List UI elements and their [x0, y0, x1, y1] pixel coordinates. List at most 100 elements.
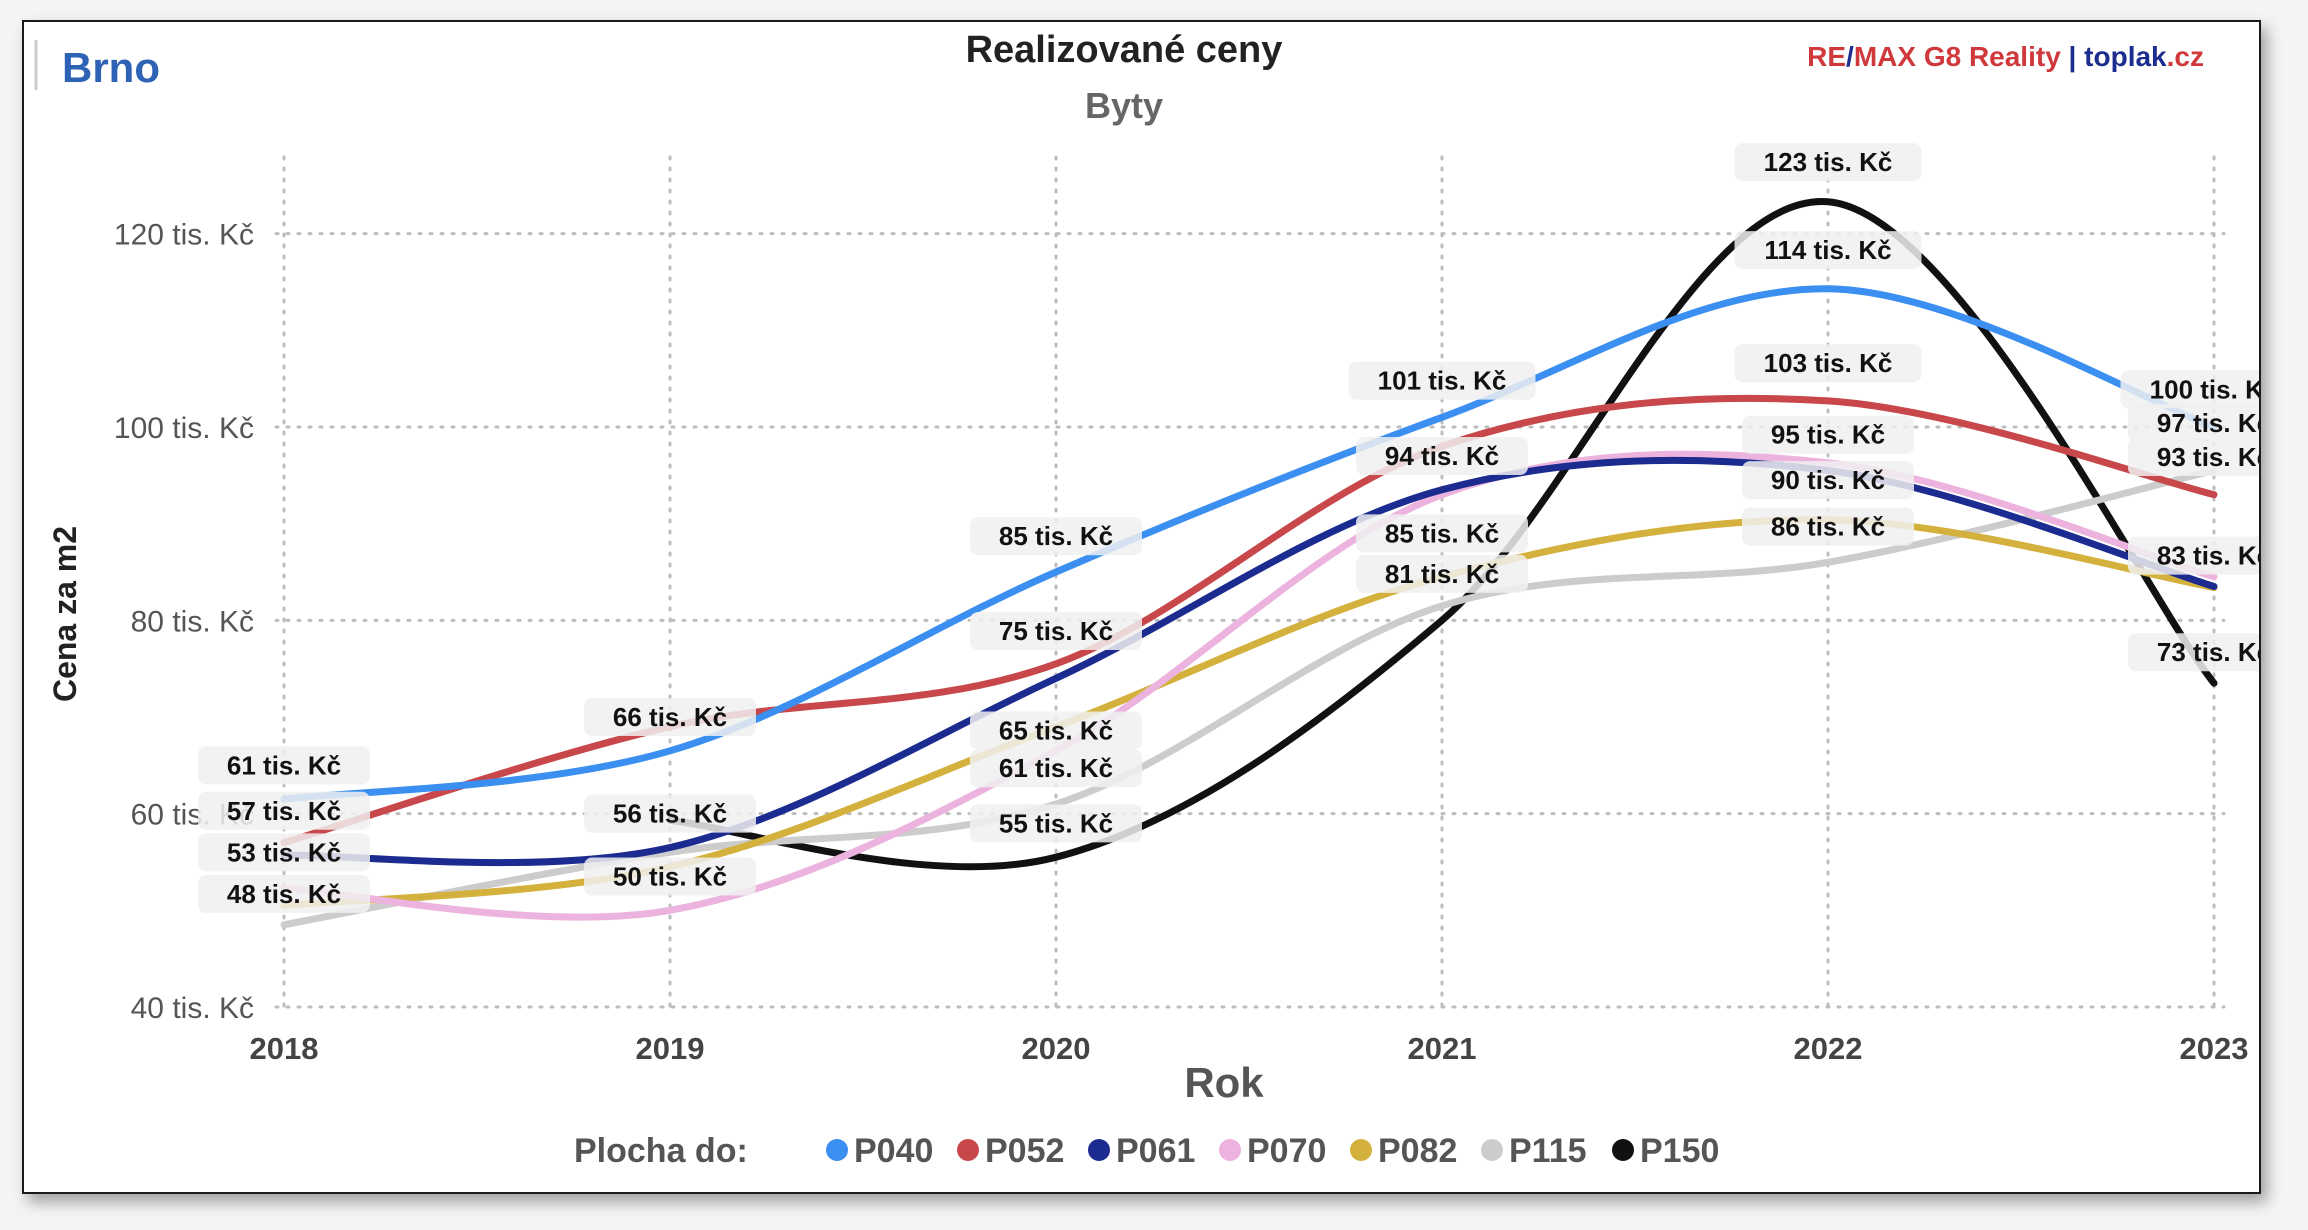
- legend-label: P052: [985, 1132, 1064, 1170]
- data-label-text: 101 tis. Kč: [1378, 366, 1507, 396]
- data-label-box: [1348, 361, 1536, 400]
- brand-cz: .cz: [2167, 41, 2204, 72]
- x-tick-label: 2023: [2180, 1031, 2249, 1066]
- data-label: 97 tis. Kč: [2128, 404, 2259, 443]
- series-line-p061: [280, 456, 2218, 867]
- legend-item-p150[interactable]: P150: [1612, 1132, 1719, 1170]
- data-label-text: 114 tis. Kč: [1764, 235, 1891, 265]
- y-tick-label: 120 tis. Kč: [114, 219, 254, 252]
- data-label-text: 50 tis. Kč: [613, 862, 727, 892]
- data-label-text: 83 tis. Kč: [2157, 541, 2259, 571]
- legend-label: P150: [1640, 1132, 1719, 1170]
- data-label-box: [584, 857, 756, 896]
- data-label-text: 85 tis. Kč: [999, 521, 1113, 551]
- brand-toplak: toplak: [2084, 41, 2167, 72]
- data-label: 101 tis. Kč: [1348, 361, 1536, 400]
- x-tick-label: 2018: [250, 1031, 319, 1066]
- data-label: 86 tis. Kč: [1742, 507, 1914, 546]
- data-label: 61 tis. Kč: [970, 749, 1142, 788]
- data-label-box: [1356, 514, 1528, 553]
- data-label-text: 61 tis. Kč: [227, 750, 341, 780]
- data-label: 85 tis. Kč: [970, 517, 1142, 556]
- data-label-box: [198, 874, 370, 913]
- data-label: 73 tis. Kč: [2128, 633, 2259, 672]
- data-label-box: [970, 804, 1142, 843]
- data-label: 56 tis. Kč: [584, 794, 756, 833]
- data-label-box: [2128, 633, 2259, 672]
- data-label: 83 tis. Kč: [2128, 536, 2259, 575]
- data-label-text: 66 tis. Kč: [613, 702, 727, 732]
- data-label-text: 103 tis. Kč: [1764, 348, 1893, 378]
- legend-item-p082[interactable]: P082: [1350, 1132, 1457, 1170]
- data-label-text: 97 tis. Kč: [2157, 408, 2259, 438]
- data-label-box: [970, 749, 1142, 788]
- data-label: 95 tis. Kč: [1742, 415, 1914, 454]
- data-label-box: [970, 517, 1142, 556]
- data-label: 66 tis. Kč: [584, 698, 756, 736]
- legend-label: P082: [1378, 1132, 1457, 1170]
- series-line-p040: [280, 285, 2218, 803]
- data-label-text: 86 tis. Kč: [1771, 512, 1885, 542]
- data-label: 103 tis. Kč: [1734, 344, 1922, 383]
- data-label-box: [2120, 370, 2259, 409]
- data-label-box: [2128, 437, 2259, 476]
- data-label: 94 tis. Kč: [1356, 437, 1528, 475]
- data-label: 100 tis. Kč: [2120, 370, 2259, 409]
- data-label: 93 tis. Kč: [2128, 437, 2259, 476]
- data-label-box: [1742, 461, 1914, 500]
- legend-item-p052[interactable]: P052: [957, 1132, 1064, 1170]
- legend-item-p061[interactable]: P061: [1088, 1132, 1195, 1170]
- data-label-text: 75 tis. Kč: [999, 616, 1113, 646]
- data-label: 85 tis. Kč: [1356, 514, 1528, 553]
- data-label-text: 53 tis. Kč: [227, 837, 341, 867]
- x-axis-label: Rok: [1184, 1059, 1264, 1106]
- data-label-box: [1734, 231, 1922, 270]
- legend-title: Plocha do:: [574, 1132, 748, 1170]
- data-label-box: [584, 698, 756, 736]
- data-label: 65 tis. Kč: [970, 711, 1142, 750]
- legend-marker: [1612, 1139, 1634, 1161]
- data-label-box: [1356, 554, 1528, 593]
- data-label-text: 90 tis. Kč: [1771, 465, 1885, 495]
- data-label: 114 tis. Kč: [1734, 231, 1922, 270]
- data-label-text: 123 tis. Kč: [1764, 147, 1893, 177]
- data-label: 55 tis. Kč: [970, 804, 1142, 843]
- legend: Plocha do: P040 P052 P061 P070 P082 P115 P150: [574, 1132, 1719, 1170]
- data-label-text: 48 tis. Kč: [227, 879, 341, 909]
- data-label-box: [970, 611, 1142, 650]
- data-label-box: [1734, 143, 1922, 182]
- chart-frame: Brno Realizované ceny Byty RE/MAX G8 Rea…: [22, 20, 2261, 1194]
- data-label: 123 tis. Kč: [1734, 143, 1922, 182]
- data-label-text: 81 tis. Kč: [1385, 559, 1499, 589]
- legend-label: P061: [1116, 1132, 1195, 1170]
- data-label-text: 93 tis. Kč: [2157, 442, 2259, 472]
- series-lines: [280, 198, 2218, 929]
- data-label-box: [198, 791, 370, 830]
- brand-max: MAX G8 Reality: [1854, 41, 2061, 72]
- y-tick-label: 100 tis. Kč: [114, 412, 254, 445]
- legend-item-p115[interactable]: P115: [1481, 1132, 1587, 1170]
- legend-label: P115: [1509, 1132, 1587, 1170]
- legend-item-p070[interactable]: P070: [1219, 1132, 1326, 1170]
- y-tick-label: 80 tis. Kč: [131, 605, 254, 638]
- legend-marker: [1350, 1139, 1372, 1161]
- x-tick-label: 2019: [636, 1031, 705, 1066]
- data-label-text: 94 tis. Kč: [1385, 441, 1499, 471]
- x-tick-label: 2022: [1794, 1031, 1863, 1066]
- data-label-box: [1356, 437, 1528, 475]
- data-label: 57 tis. Kč: [198, 791, 370, 830]
- data-label-text: 56 tis. Kč: [613, 799, 727, 829]
- y-tick-label: 40 tis. Kč: [131, 992, 254, 1025]
- city-title: Brno: [62, 44, 160, 91]
- brand-re: RE: [1807, 41, 1846, 72]
- legend-marker: [1481, 1139, 1503, 1161]
- legend-marker: [826, 1139, 848, 1161]
- chart-subtitle: Byty: [1085, 85, 1163, 126]
- data-label-box: [1742, 415, 1914, 454]
- legend-item-p040[interactable]: P040: [826, 1132, 933, 1170]
- brand-slash: /: [1846, 41, 1854, 72]
- data-label-text: 57 tis. Kč: [227, 796, 341, 826]
- brand-separator: |: [2061, 41, 2084, 72]
- data-label: 75 tis. Kč: [970, 611, 1142, 650]
